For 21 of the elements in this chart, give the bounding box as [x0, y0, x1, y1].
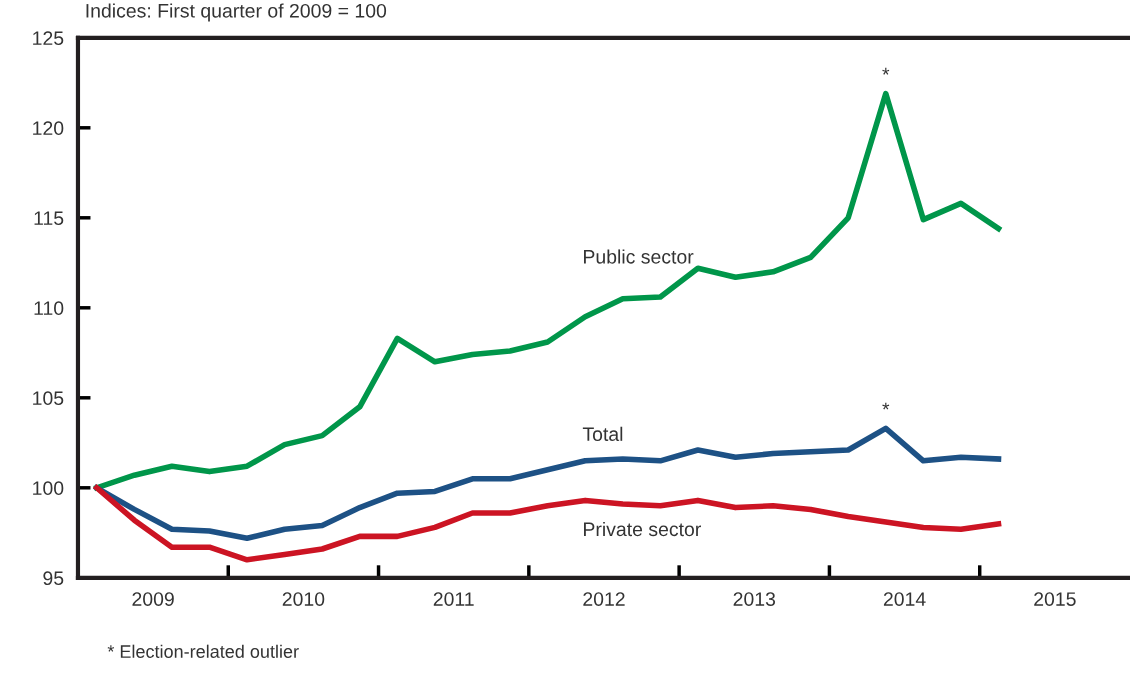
chart-subtitle: Indices: First quarter of 2009 = 100	[86, 3, 387, 22]
x-tick-label: 2011	[433, 592, 474, 606]
x-tick-label: 2010	[282, 592, 325, 606]
annotation: *	[882, 402, 890, 410]
series-label: Total	[582, 426, 623, 442]
x-tick-label: 2015	[1034, 592, 1076, 606]
y-tick-label: 125	[33, 31, 64, 46]
y-tick-label: 120	[33, 121, 64, 136]
x-tick-label: 2009	[132, 592, 174, 606]
x-tick-label: 2014	[883, 592, 926, 606]
y-tick-label: 105	[33, 391, 64, 406]
y-tick-label: 100	[33, 481, 64, 496]
x-tick-label: 2012	[583, 592, 625, 606]
y-tick-label: 115	[34, 211, 64, 226]
x-tick-label: 2013	[733, 592, 776, 606]
annotation: *	[882, 67, 890, 75]
y-tick-label: 110	[34, 301, 64, 316]
text: * Election-related outlier	[107, 644, 299, 658]
series-label: Public sector	[584, 249, 694, 264]
y-tick-label: 95	[43, 571, 64, 586]
series-label: Private sector	[584, 521, 701, 537]
